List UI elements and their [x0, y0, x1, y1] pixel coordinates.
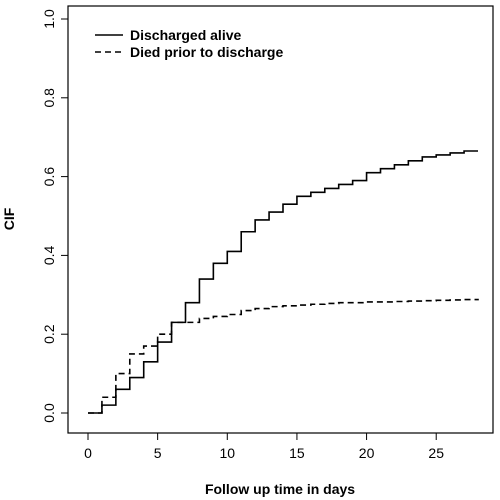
series-line-discharged-alive	[88, 150, 478, 414]
x-tick-label: 10	[219, 445, 235, 461]
y-tick-label: 0.8	[41, 88, 57, 108]
x-tick-label: 0	[84, 445, 92, 461]
x-axis-label: Follow up time in days	[205, 481, 355, 497]
series-layer	[88, 150, 479, 414]
y-tick-label: 1.0	[41, 9, 57, 29]
y-tick-label: 0.6	[41, 167, 57, 187]
legend-label-died-prior: Died prior to discharge	[130, 44, 283, 60]
legend: Discharged alive Died prior to discharge	[95, 27, 283, 60]
x-tick-label: 25	[428, 445, 444, 461]
y-tick-label: 0.4	[41, 245, 57, 265]
plot-frame	[67, 5, 494, 434]
y-tick-label: 0.2	[41, 324, 57, 344]
legend-label-discharged-alive: Discharged alive	[130, 27, 241, 43]
x-tick-label: 15	[289, 445, 305, 461]
x-axis-ticks: 0 5 10 15 20 25	[84, 433, 444, 461]
y-axis-ticks: 0.0 0.2 0.4 0.6 0.8 1.0	[41, 9, 68, 423]
x-tick-label: 5	[154, 445, 162, 461]
series-line-died-prior	[88, 298, 479, 414]
y-axis-label: CIF	[1, 207, 17, 230]
x-tick-label: 20	[359, 445, 375, 461]
y-tick-label: 0.0	[41, 403, 57, 423]
